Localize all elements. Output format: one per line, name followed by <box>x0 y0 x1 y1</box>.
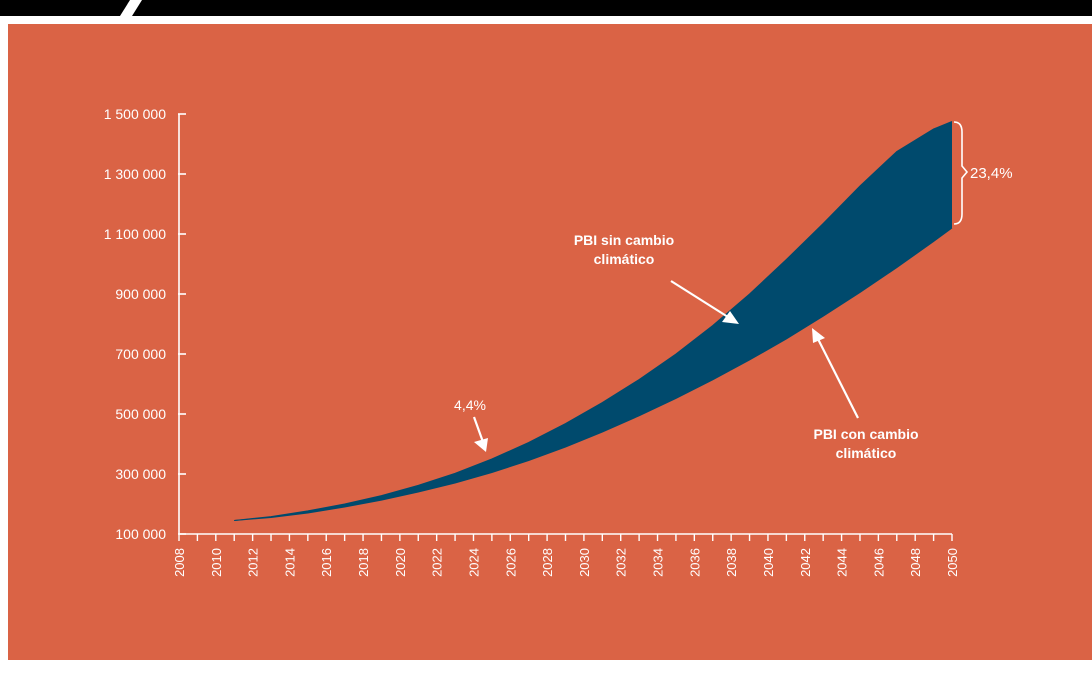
y-tick-label: 1 300 000 <box>104 166 166 182</box>
x-tick-label: 2010 <box>209 548 224 577</box>
x-tick-label: 2026 <box>503 548 518 577</box>
x-tick-label: 2016 <box>319 548 334 577</box>
top-bar <box>0 0 1092 16</box>
bracket-icon <box>953 121 969 225</box>
x-axis: 2008 2010 2012 2014 2016 2018 2020 2022 2024 2026… <box>172 533 960 577</box>
y-tick-label: 500 000 <box>115 406 166 422</box>
x-tick-label: 2022 <box>430 548 445 577</box>
annotation-pbi-con: PBI con cambio climático <box>812 328 919 461</box>
x-tick-label: 2044 <box>835 548 850 577</box>
top-notch-shape <box>120 0 142 16</box>
annotation-pbi-con-line1: PBI con cambio <box>813 426 918 442</box>
x-tick-label: 2042 <box>798 548 813 577</box>
y-tick-label: 1 500 000 <box>104 106 166 122</box>
x-tick-label: 2050 <box>945 548 960 577</box>
annotation-pbi-sin-line2: climático <box>594 251 655 267</box>
y-tick-label: 1 100 000 <box>104 226 166 242</box>
x-tick-label: 2046 <box>871 548 886 577</box>
x-tick-label: 2040 <box>761 548 776 577</box>
x-tick-label: 2024 <box>466 548 481 577</box>
arrow-pbi-con-icon <box>812 328 859 419</box>
x-tick-label: 2014 <box>282 548 297 577</box>
x-tick-label: 2036 <box>687 548 702 577</box>
x-tick-label: 2028 <box>540 548 555 577</box>
y-tick-label: 100 000 <box>115 526 166 542</box>
x-tick-label: 2034 <box>651 548 666 577</box>
annotation-23-4-label: 23,4% <box>970 165 1013 182</box>
x-tick-label: 2048 <box>908 548 923 577</box>
x-tick-label: 2008 <box>172 548 187 577</box>
band-between-series <box>234 121 952 521</box>
chart-background <box>8 24 1092 660</box>
annotation-4-4-label: 4,4% <box>454 397 486 413</box>
x-tick-label: 2018 <box>356 548 371 577</box>
y-tick-label: 300 000 <box>115 466 166 482</box>
arrow-4-4-icon <box>472 416 488 452</box>
annotation-pbi-sin: PBI sin cambio climático <box>574 232 739 324</box>
annotation-23-4: 23,4% <box>953 121 1013 225</box>
y-tick-label: 700 000 <box>115 346 166 362</box>
arrow-pbi-sin-icon <box>670 280 739 324</box>
x-tick-label: 2020 <box>393 548 408 577</box>
y-tick-label: 900 000 <box>115 286 166 302</box>
x-tick-label: 2030 <box>577 548 592 577</box>
x-tick-label: 2038 <box>724 548 739 577</box>
x-tick-label: 2012 <box>246 548 261 577</box>
annotation-pbi-sin-line1: PBI sin cambio <box>574 232 674 248</box>
band-area <box>234 121 953 521</box>
x-tick-label: 2032 <box>614 548 629 577</box>
annotation-pbi-con-line2: climático <box>836 445 897 461</box>
annotation-4-4: 4,4% <box>454 397 488 452</box>
chart-panel: 1 500 000 1 300 000 1 100 000 900 000 700 00… <box>8 24 1092 660</box>
